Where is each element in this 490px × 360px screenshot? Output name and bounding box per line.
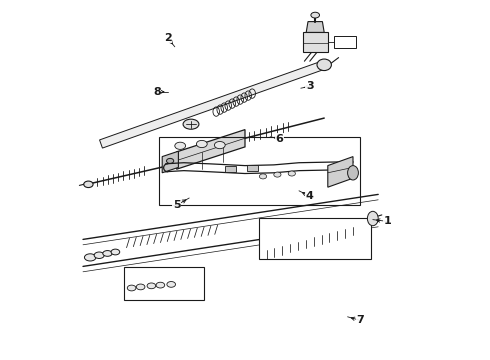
Ellipse shape [368,211,378,226]
Ellipse shape [288,171,295,176]
FancyBboxPatch shape [259,218,371,259]
Text: 2: 2 [164,33,171,43]
Ellipse shape [175,142,186,149]
Ellipse shape [111,249,120,255]
Polygon shape [99,61,326,148]
Ellipse shape [167,158,174,163]
FancyBboxPatch shape [124,267,204,300]
FancyBboxPatch shape [334,36,356,48]
Text: 6: 6 [275,134,283,144]
Polygon shape [303,32,328,52]
Text: 5: 5 [173,200,180,210]
Ellipse shape [183,119,199,129]
Ellipse shape [103,251,112,256]
Text: 1: 1 [383,216,391,226]
Ellipse shape [127,285,136,291]
Ellipse shape [311,12,319,18]
Polygon shape [328,157,353,187]
Text: 3: 3 [306,81,314,91]
Ellipse shape [274,172,281,177]
Ellipse shape [156,282,165,288]
Text: 7: 7 [356,315,364,325]
Ellipse shape [215,141,225,149]
Ellipse shape [167,282,175,287]
Ellipse shape [84,181,93,188]
Text: 8: 8 [153,87,161,97]
Polygon shape [225,166,236,172]
Ellipse shape [259,174,267,179]
Polygon shape [247,165,258,171]
Ellipse shape [347,166,358,180]
Ellipse shape [94,252,104,258]
Text: 4: 4 [306,191,314,201]
Ellipse shape [136,284,145,290]
Polygon shape [306,22,324,32]
Ellipse shape [147,283,156,289]
Ellipse shape [317,59,331,71]
Ellipse shape [196,140,207,148]
Ellipse shape [84,254,96,261]
Polygon shape [162,151,178,173]
Polygon shape [176,130,245,169]
